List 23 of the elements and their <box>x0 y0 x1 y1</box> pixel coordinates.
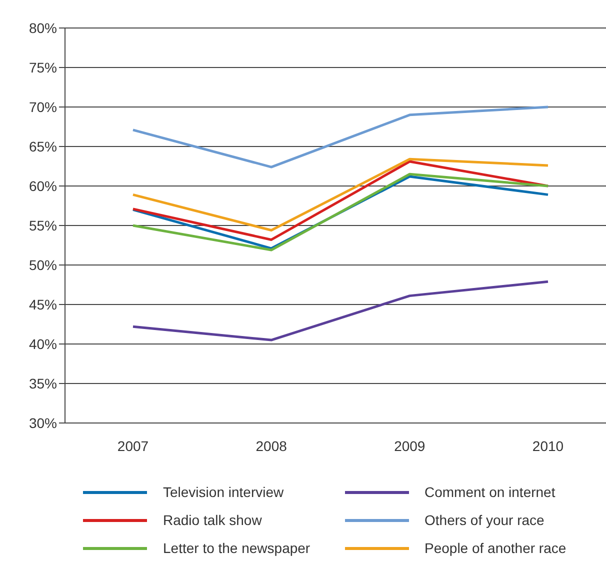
y-tick-label: 45% <box>28 296 57 312</box>
y-tick-label: 65% <box>28 138 57 154</box>
y-tick-label: 55% <box>28 217 57 234</box>
legend-label: Comment on internet <box>424 484 556 500</box>
legend-label: Television interview <box>163 484 284 500</box>
legend-label: Letter to the newspaper <box>163 540 310 556</box>
y-tick-label: 35% <box>28 375 57 392</box>
y-tick-label: 40% <box>28 336 57 352</box>
line-series <box>132 106 550 168</box>
x-tick-label: 2010 <box>532 438 564 454</box>
legend-label: Radio talk show <box>163 512 262 528</box>
legend-label: Others of your race <box>424 512 544 528</box>
x-tick-label: 2008 <box>256 438 288 454</box>
y-tick-label: 70% <box>28 98 57 115</box>
x-tick-label: 2009 <box>394 438 426 454</box>
y-tick-label: 80% <box>28 20 57 36</box>
y-tick-label: 75% <box>28 59 57 76</box>
y-tick-label: 50% <box>28 256 57 273</box>
y-tick-label: 60% <box>28 178 57 194</box>
x-tick-label: 2007 <box>117 438 149 454</box>
legend-label: People of another race <box>424 540 566 556</box>
y-tick-label: 30% <box>28 414 57 431</box>
line-series <box>132 280 550 342</box>
